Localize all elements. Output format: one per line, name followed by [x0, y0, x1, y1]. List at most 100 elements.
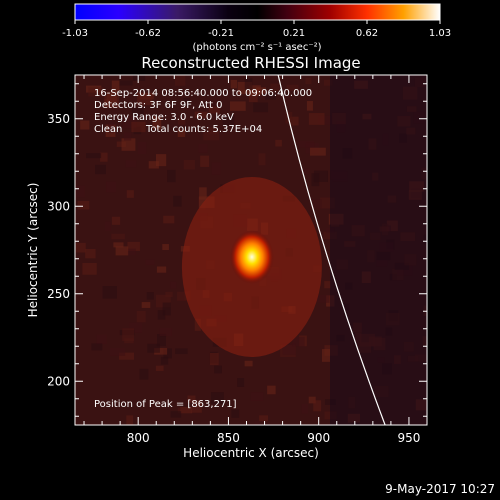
texture-blob: [148, 161, 159, 169]
texture-blob: [125, 160, 137, 168]
texture-blob: [253, 102, 269, 113]
info-peak-position: Position of Peak = [863,271]: [94, 399, 237, 410]
texture-blob: [156, 266, 167, 273]
texture-blob: [131, 121, 146, 133]
colorbar: [74, 3, 441, 21]
texture-blob: [316, 294, 330, 303]
texture-blob: [270, 83, 280, 92]
y-tick-label: 300: [47, 199, 70, 213]
texture-blob: [156, 333, 167, 347]
texture-blob: [85, 248, 96, 259]
texture-blob: [254, 420, 261, 425]
x-axis-ticks: 800 850 900 950: [83, 75, 420, 445]
x-tick-label: 950: [397, 431, 420, 445]
texture-blob: [160, 356, 169, 365]
texture-blob: [137, 141, 147, 155]
texture-blob: [265, 93, 276, 100]
texture-blob: [177, 407, 192, 414]
texture-blob: [122, 328, 135, 342]
texture-blob: [310, 147, 326, 156]
texture-blob: [127, 241, 140, 251]
texture-blob: [86, 153, 102, 159]
x-tick-label: 900: [307, 431, 330, 445]
texture-blob: [244, 360, 253, 367]
texture-blob: [121, 138, 136, 151]
texture-blob: [198, 143, 208, 153]
colorbar-tick-label: 0.62: [356, 28, 378, 39]
texture-blob: [146, 292, 154, 300]
texture-blob: [299, 168, 310, 175]
texture-blob: [94, 164, 106, 175]
texture-blob: [162, 302, 171, 316]
texture-blob: [187, 395, 196, 403]
texture-blob: [248, 93, 258, 103]
texture-blob: [222, 115, 235, 126]
texture-blob: [237, 377, 245, 387]
colorbar-tick-label: 1.03: [429, 28, 451, 39]
texture-blob: [76, 242, 86, 253]
texture-blob: [210, 392, 224, 405]
texture-blob: [308, 396, 316, 404]
x-axis-label: Heliocentric X (arcsec): [183, 446, 319, 460]
texture-blob: [306, 101, 313, 111]
texture-blob: [249, 85, 261, 96]
texture-blob: [126, 190, 134, 198]
flare-source: [229, 230, 274, 284]
texture-blob: [282, 343, 296, 355]
texture-blob: [106, 181, 117, 193]
texture-blob: [155, 154, 167, 167]
texture-blob: [155, 365, 164, 371]
x-tick-label: 800: [127, 431, 150, 445]
texture-blob: [175, 348, 188, 355]
texture-blob: [145, 259, 155, 265]
texture-blob: [211, 162, 221, 175]
texture-blob: [91, 343, 103, 351]
texture-blob: [80, 120, 90, 130]
texture-blob: [313, 170, 328, 183]
texture-blob: [154, 348, 168, 355]
y-axis-ticks: 200 250 300 350: [47, 83, 427, 417]
texture-blob: [178, 118, 186, 125]
texture-blob: [119, 352, 134, 360]
texture-blob: [147, 343, 160, 353]
texture-blob: [229, 101, 246, 111]
texture-blob: [111, 80, 120, 92]
texture-blob: [301, 403, 309, 414]
texture-blob: [259, 415, 269, 422]
texture-blob: [258, 153, 266, 166]
solar-limb-line: [277, 75, 386, 425]
texture-blob: [109, 347, 126, 356]
colorbar-tick-labels: -1.03 -0.62 -0.21 0.21 0.62 1.03: [62, 28, 451, 39]
texture-blob: [200, 155, 210, 167]
texture-blob: [310, 199, 322, 209]
texture-blob: [139, 93, 155, 100]
colorbar-tick-label: 0.21: [283, 28, 305, 39]
texture-blob: [209, 352, 219, 366]
texture-blob: [132, 75, 146, 82]
texture-blob: [324, 281, 331, 289]
texture-blob: [157, 310, 166, 320]
y-tick-label: 350: [47, 112, 70, 126]
texture-blob: [129, 322, 143, 333]
texture-blob: [118, 80, 133, 86]
texture-blob: [275, 139, 282, 147]
texture-blob: [208, 127, 218, 135]
plot-title: Reconstructed RHESSI Image: [141, 54, 360, 72]
texture-blob: [323, 79, 333, 86]
texture-blob: [100, 152, 108, 162]
info-algorithm: Clean: [94, 124, 122, 135]
texture-blob: [113, 242, 124, 248]
info-energy-range: Energy Range: 3.0 - 6.0 keV: [94, 112, 234, 123]
texture-blob: [321, 349, 330, 362]
texture-blob: [194, 111, 208, 119]
texture-blob: [139, 368, 149, 380]
texture-blob: [320, 197, 335, 209]
texture-blob: [82, 262, 97, 275]
texture-blob: [244, 78, 253, 90]
texture-blob: [230, 79, 237, 89]
texture-blob: [102, 286, 118, 299]
texture-blob: [122, 116, 137, 129]
texture-blob: [194, 318, 201, 331]
texture-blob: [183, 98, 191, 107]
